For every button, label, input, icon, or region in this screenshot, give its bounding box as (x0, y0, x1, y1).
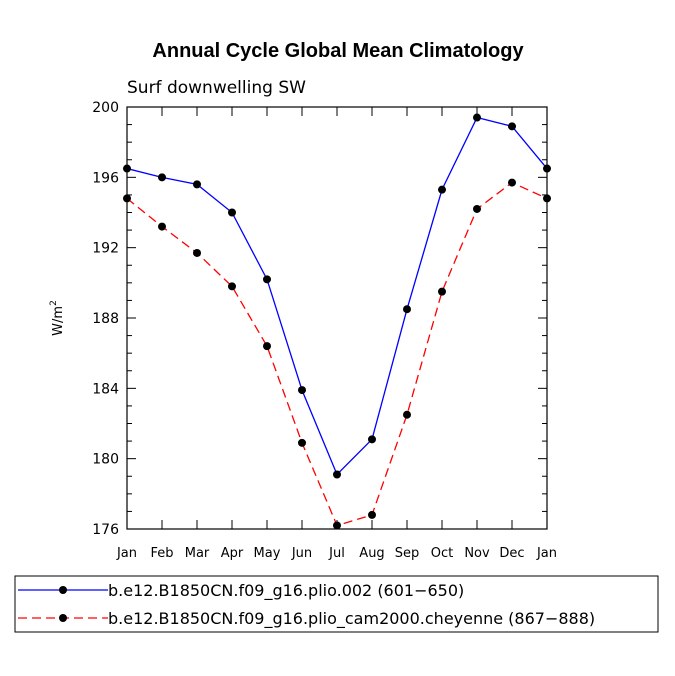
chart-subtitle: Surf downwelling SW (127, 78, 306, 98)
x-tick-label: Jan (536, 546, 557, 561)
series-2-point (403, 410, 411, 419)
series-2-point (473, 204, 481, 213)
series-1-point (298, 386, 306, 395)
axes: 176 180 184 188 192 196 200 Jan Feb Mar Apr May Jun J… (49, 100, 557, 561)
x-tick-label: Jun (291, 546, 312, 561)
chart-title: Annual Cycle Global Mean Climatology (152, 40, 524, 62)
series-layer (123, 113, 551, 530)
series-1-point (158, 173, 166, 182)
series-1-point (368, 435, 376, 444)
series-1-point (263, 275, 271, 284)
series-2-point (543, 194, 551, 203)
y-tick-label: 200 (92, 100, 119, 116)
series-2-point (508, 178, 516, 187)
x-tick-label: Mar (185, 546, 210, 561)
x-tick-label: Aug (359, 546, 384, 561)
y-tick-label: 180 (92, 452, 119, 468)
y-tick-label: 192 (92, 241, 119, 257)
legend-marker-1 (59, 586, 67, 594)
series-2-point (263, 342, 271, 351)
legend-label-2: b.e12.B1850CN.f09_g16.plio_cam2000.cheye… (108, 609, 595, 629)
y-tick-label: 176 (92, 522, 119, 538)
legend: b.e12.B1850CN.f09_g16.plio.002 (601−650)… (14, 575, 659, 633)
series-line-1 (126, 116, 548, 476)
series-1-point (438, 185, 446, 194)
series-1-point (123, 164, 131, 173)
series-2-point (298, 438, 306, 447)
series-2-point (123, 194, 131, 203)
series-1-point (333, 470, 341, 479)
series-2-point (368, 510, 376, 519)
legend-label-1: b.e12.B1850CN.f09_g16.plio.002 (601−650) (108, 581, 464, 601)
x-tick-label: May (254, 546, 281, 561)
series-2-point (193, 248, 201, 257)
series-2-point (438, 287, 446, 296)
y-axis-label-superscript: 2 (49, 300, 59, 306)
y-tick-label: 184 (92, 381, 119, 397)
series-2-point (228, 282, 236, 291)
legend-box (14, 575, 659, 633)
series-2-point (158, 222, 166, 231)
y-tick-label: 188 (92, 311, 119, 327)
series-2-point (333, 521, 341, 530)
series-1-point (193, 180, 201, 189)
plot-frame (126, 106, 548, 530)
x-tick-label: Nov (464, 546, 490, 561)
x-tick-label: Apr (221, 546, 244, 561)
series-1-point (508, 122, 516, 131)
x-tick-label: Jan (116, 546, 137, 561)
y-axis-label-text: W/m (51, 306, 66, 336)
series-1-point (473, 113, 481, 122)
series-1-point (403, 305, 411, 314)
x-tick-label: Feb (150, 546, 173, 561)
series-1-point (228, 208, 236, 217)
series-1-point (543, 164, 551, 173)
x-tick-label: Jul (328, 546, 345, 561)
x-tick-label: Oct (431, 546, 453, 561)
y-axis-label: W/m2 (49, 300, 66, 336)
y-tick-label: 196 (92, 170, 119, 186)
x-tick-label: Sep (395, 546, 420, 561)
legend-marker-2 (59, 614, 67, 622)
x-tick-label: Dec (499, 546, 524, 561)
